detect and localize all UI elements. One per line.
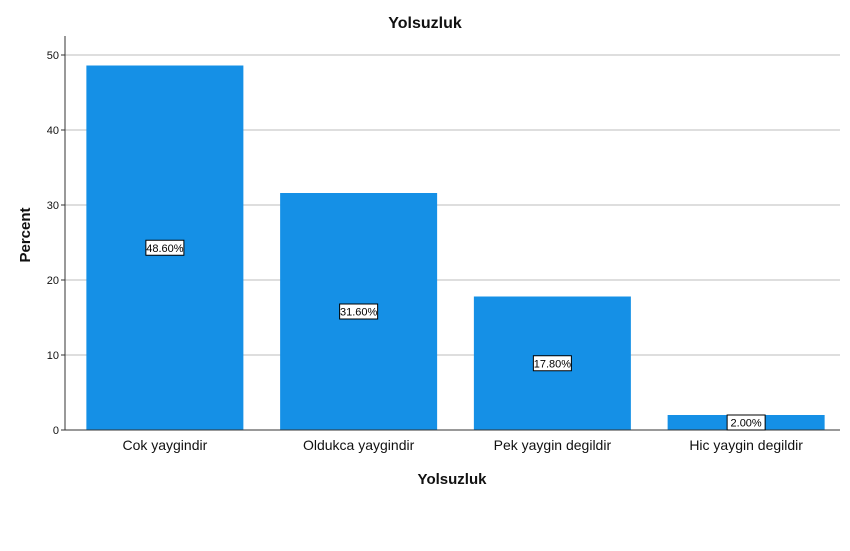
y-tick-label: 30 bbox=[47, 200, 59, 212]
data-label: 2.00% bbox=[731, 418, 762, 430]
data-label: 48.60% bbox=[146, 243, 184, 255]
y-tick-label: 40 bbox=[47, 125, 59, 137]
y-tick-label: 0 bbox=[53, 425, 59, 437]
bars bbox=[86, 65, 825, 430]
y-tick-label: 50 bbox=[47, 50, 59, 62]
data-labels: 48.60% 31.60% 17.80% 2.00% bbox=[145, 239, 766, 431]
chart-title: Yolsuzluk bbox=[388, 15, 462, 32]
x-tick-labels: Cok yaygindir Oldukca yaygindir Pek yaygin… bbox=[122, 437, 803, 453]
x-axis-title: Yolsuzluk bbox=[418, 471, 488, 488]
axes bbox=[64, 36, 840, 431]
data-label: 17.80% bbox=[534, 358, 572, 370]
data-label-box bbox=[532, 355, 572, 372]
x-tick-label: Hic yaygin degildir bbox=[689, 437, 803, 453]
x-tick-label: Pek yaygin degildir bbox=[494, 437, 612, 453]
y-axis-title: Percent bbox=[17, 207, 34, 262]
data-label-box bbox=[339, 303, 379, 320]
y-tick-label: 10 bbox=[47, 350, 59, 362]
data-label: 31.60% bbox=[340, 307, 378, 319]
data-label-box bbox=[726, 414, 766, 431]
x-tick-label: Cok yaygindir bbox=[122, 437, 207, 453]
data-label-box bbox=[145, 239, 185, 256]
y-tick-labels: 0 10 20 30 40 50 bbox=[47, 50, 59, 437]
y-tick-label: 20 bbox=[47, 275, 59, 287]
x-tick-label: Oldukca yaygindir bbox=[303, 437, 415, 453]
